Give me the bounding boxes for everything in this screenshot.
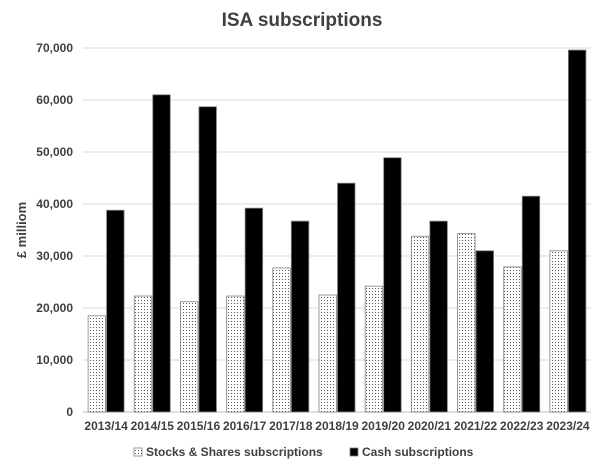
legend-swatch-stocks-shares <box>133 447 143 457</box>
cash-bar <box>244 207 264 413</box>
legend-label-cash: Cash subscriptions <box>362 445 474 459</box>
x-tick-label: 2014/15 <box>131 419 175 433</box>
stocks-shares-bar <box>549 250 568 413</box>
cash-bar <box>429 220 448 413</box>
x-tick-label: 2019/20 <box>361 419 405 433</box>
y-tick-label: 60,000 <box>36 93 73 107</box>
x-tick-label: 2022/23 <box>500 419 544 433</box>
stocks-shares-bar <box>226 295 245 413</box>
cash-bar <box>475 250 494 413</box>
stocks-shares-bar <box>364 285 384 413</box>
x-tick-label: 2021/22 <box>454 419 498 433</box>
cash-bar <box>337 182 356 413</box>
legend-label-stocks-shares: Stocks & Shares subscriptions <box>146 445 323 459</box>
stocks-shares-bar <box>133 295 153 413</box>
cash-bar <box>383 157 402 413</box>
x-tick-label: 2017/18 <box>269 419 313 433</box>
cash-bar <box>152 94 171 413</box>
x-tick-label: 2018/19 <box>315 419 359 433</box>
x-tick-label: 2023/24 <box>546 419 590 433</box>
x-tick-label: 2016/17 <box>223 419 267 433</box>
stocks-shares-bar <box>503 266 522 413</box>
cash-bar <box>521 195 541 413</box>
legend-swatch-cash <box>349 447 359 457</box>
stocks-shares-bar <box>180 301 199 413</box>
y-tick-label: 10,000 <box>36 353 73 367</box>
stocks-shares-bar <box>457 233 476 413</box>
x-tick-label: 2020/21 <box>408 419 452 433</box>
y-tick-label: 30,000 <box>36 249 73 263</box>
y-tick-label: 40,000 <box>36 197 73 211</box>
x-tick-label: 2015/16 <box>177 419 221 433</box>
stocks-shares-bar <box>272 267 291 413</box>
y-tick-label: 20,000 <box>36 301 73 315</box>
cash-bar <box>568 49 587 413</box>
y-tick-label: 70,000 <box>36 41 73 55</box>
chart-title: ISA subscriptions <box>222 10 383 31</box>
cash-bar <box>106 209 125 413</box>
stocks-shares-bar <box>87 315 106 413</box>
stocks-shares-bar <box>318 294 337 413</box>
y-tick-label: 50,000 <box>36 145 73 159</box>
cash-bar <box>290 220 310 413</box>
cash-bar <box>198 106 217 413</box>
y-tick-label: 0 <box>66 405 73 419</box>
x-tick-label: 2013/14 <box>84 419 128 433</box>
stocks-shares-bar <box>410 235 430 413</box>
y-axis-label: £ milliom <box>14 202 29 258</box>
